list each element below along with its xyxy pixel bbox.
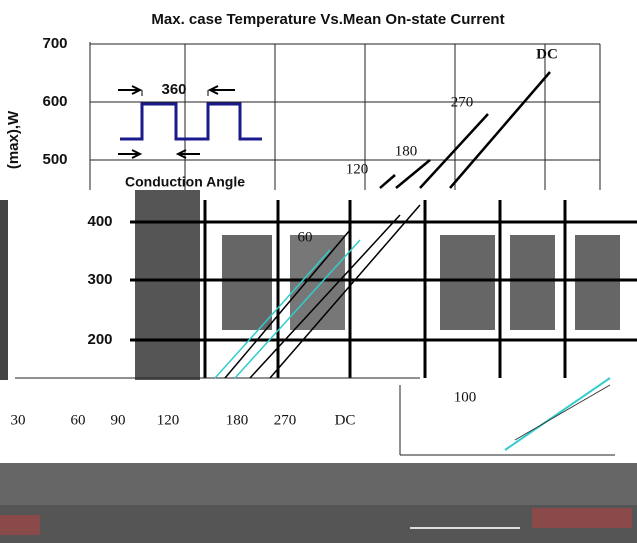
waveform xyxy=(118,85,262,159)
shape xyxy=(224,229,351,379)
bottom-labels: 30 60 90 120 180 270 DC xyxy=(11,412,356,428)
shape xyxy=(440,235,495,330)
shape xyxy=(249,214,401,379)
shape xyxy=(214,249,331,379)
curve-label: 270 xyxy=(451,94,474,110)
shape xyxy=(135,190,200,380)
upper-grid xyxy=(89,42,601,190)
bottom-band xyxy=(0,463,637,543)
chart-title: Max. case Temperature Vs.Mean On-state C… xyxy=(151,11,504,28)
y-tick-label: 400 xyxy=(87,213,112,230)
shape xyxy=(510,235,555,330)
curve-label: DC xyxy=(536,46,558,62)
shape xyxy=(395,159,431,189)
curve-label: 60 xyxy=(298,229,313,245)
shape xyxy=(419,113,489,189)
shape xyxy=(575,235,620,330)
x-tick-label: 270 xyxy=(274,412,297,428)
shape xyxy=(224,204,421,379)
period-label: 360 xyxy=(161,81,186,98)
shape xyxy=(120,102,262,141)
shape xyxy=(504,377,611,451)
x-tick-label: 90 xyxy=(111,412,126,428)
curve-label: 120 xyxy=(346,161,369,177)
curve-label: 180 xyxy=(395,143,418,159)
shape xyxy=(214,239,361,379)
shape xyxy=(514,384,611,441)
shape xyxy=(131,149,187,159)
y-tick-label: 300 xyxy=(87,271,112,288)
shape xyxy=(0,505,637,543)
y-tick-label: 700 xyxy=(42,35,67,52)
overlay-band xyxy=(0,190,637,456)
shape xyxy=(0,200,8,380)
y-tick-label: 500 xyxy=(42,151,67,168)
shape xyxy=(0,515,40,535)
y-tick-label: 600 xyxy=(42,93,67,110)
shape xyxy=(379,174,396,189)
x-tick-label: 180 xyxy=(226,412,249,428)
x-tick-label: 30 xyxy=(11,412,26,428)
y-tick-label: 200 xyxy=(87,331,112,348)
shape xyxy=(514,384,611,441)
inset-label: 100 xyxy=(454,389,477,405)
shape xyxy=(269,204,421,379)
shape xyxy=(290,235,345,330)
y-axis-label: (max),W xyxy=(5,110,22,169)
shape xyxy=(449,71,551,189)
shape xyxy=(222,235,272,330)
x-tick-label: 120 xyxy=(157,412,180,428)
shape xyxy=(532,508,632,528)
x-tick-label: DC xyxy=(335,412,356,428)
shape xyxy=(131,85,219,95)
waveform-caption: Conduction Angle xyxy=(125,174,245,190)
x-tick-label: 60 xyxy=(71,412,86,428)
shape xyxy=(234,239,361,379)
shape xyxy=(504,377,611,451)
curves xyxy=(379,71,551,189)
